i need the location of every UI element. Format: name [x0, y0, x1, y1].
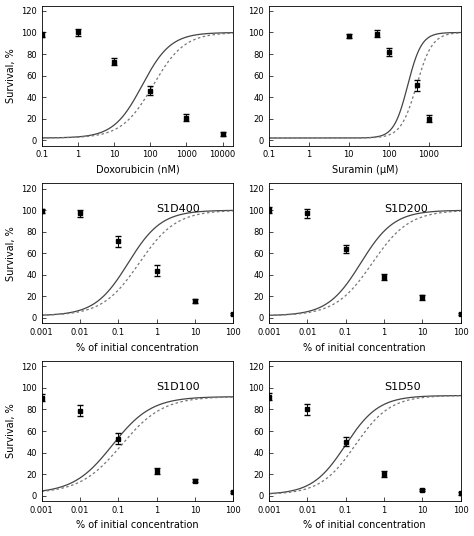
- X-axis label: % of initial concentration: % of initial concentration: [76, 343, 199, 353]
- X-axis label: % of initial concentration: % of initial concentration: [303, 343, 426, 353]
- X-axis label: % of initial concentration: % of initial concentration: [303, 520, 426, 531]
- Y-axis label: Survival, %: Survival, %: [6, 226, 16, 281]
- Text: S1D50: S1D50: [384, 382, 420, 392]
- X-axis label: % of initial concentration: % of initial concentration: [76, 520, 199, 531]
- Text: S1D400: S1D400: [157, 204, 201, 214]
- X-axis label: Doxorubicin (nM): Doxorubicin (nM): [96, 165, 180, 175]
- X-axis label: Suramin (μM): Suramin (μM): [331, 165, 398, 175]
- Text: S1D200: S1D200: [384, 204, 428, 214]
- Y-axis label: Survival, %: Survival, %: [6, 404, 16, 458]
- Y-axis label: Survival, %: Survival, %: [6, 48, 16, 103]
- Text: S1D100: S1D100: [157, 382, 201, 392]
